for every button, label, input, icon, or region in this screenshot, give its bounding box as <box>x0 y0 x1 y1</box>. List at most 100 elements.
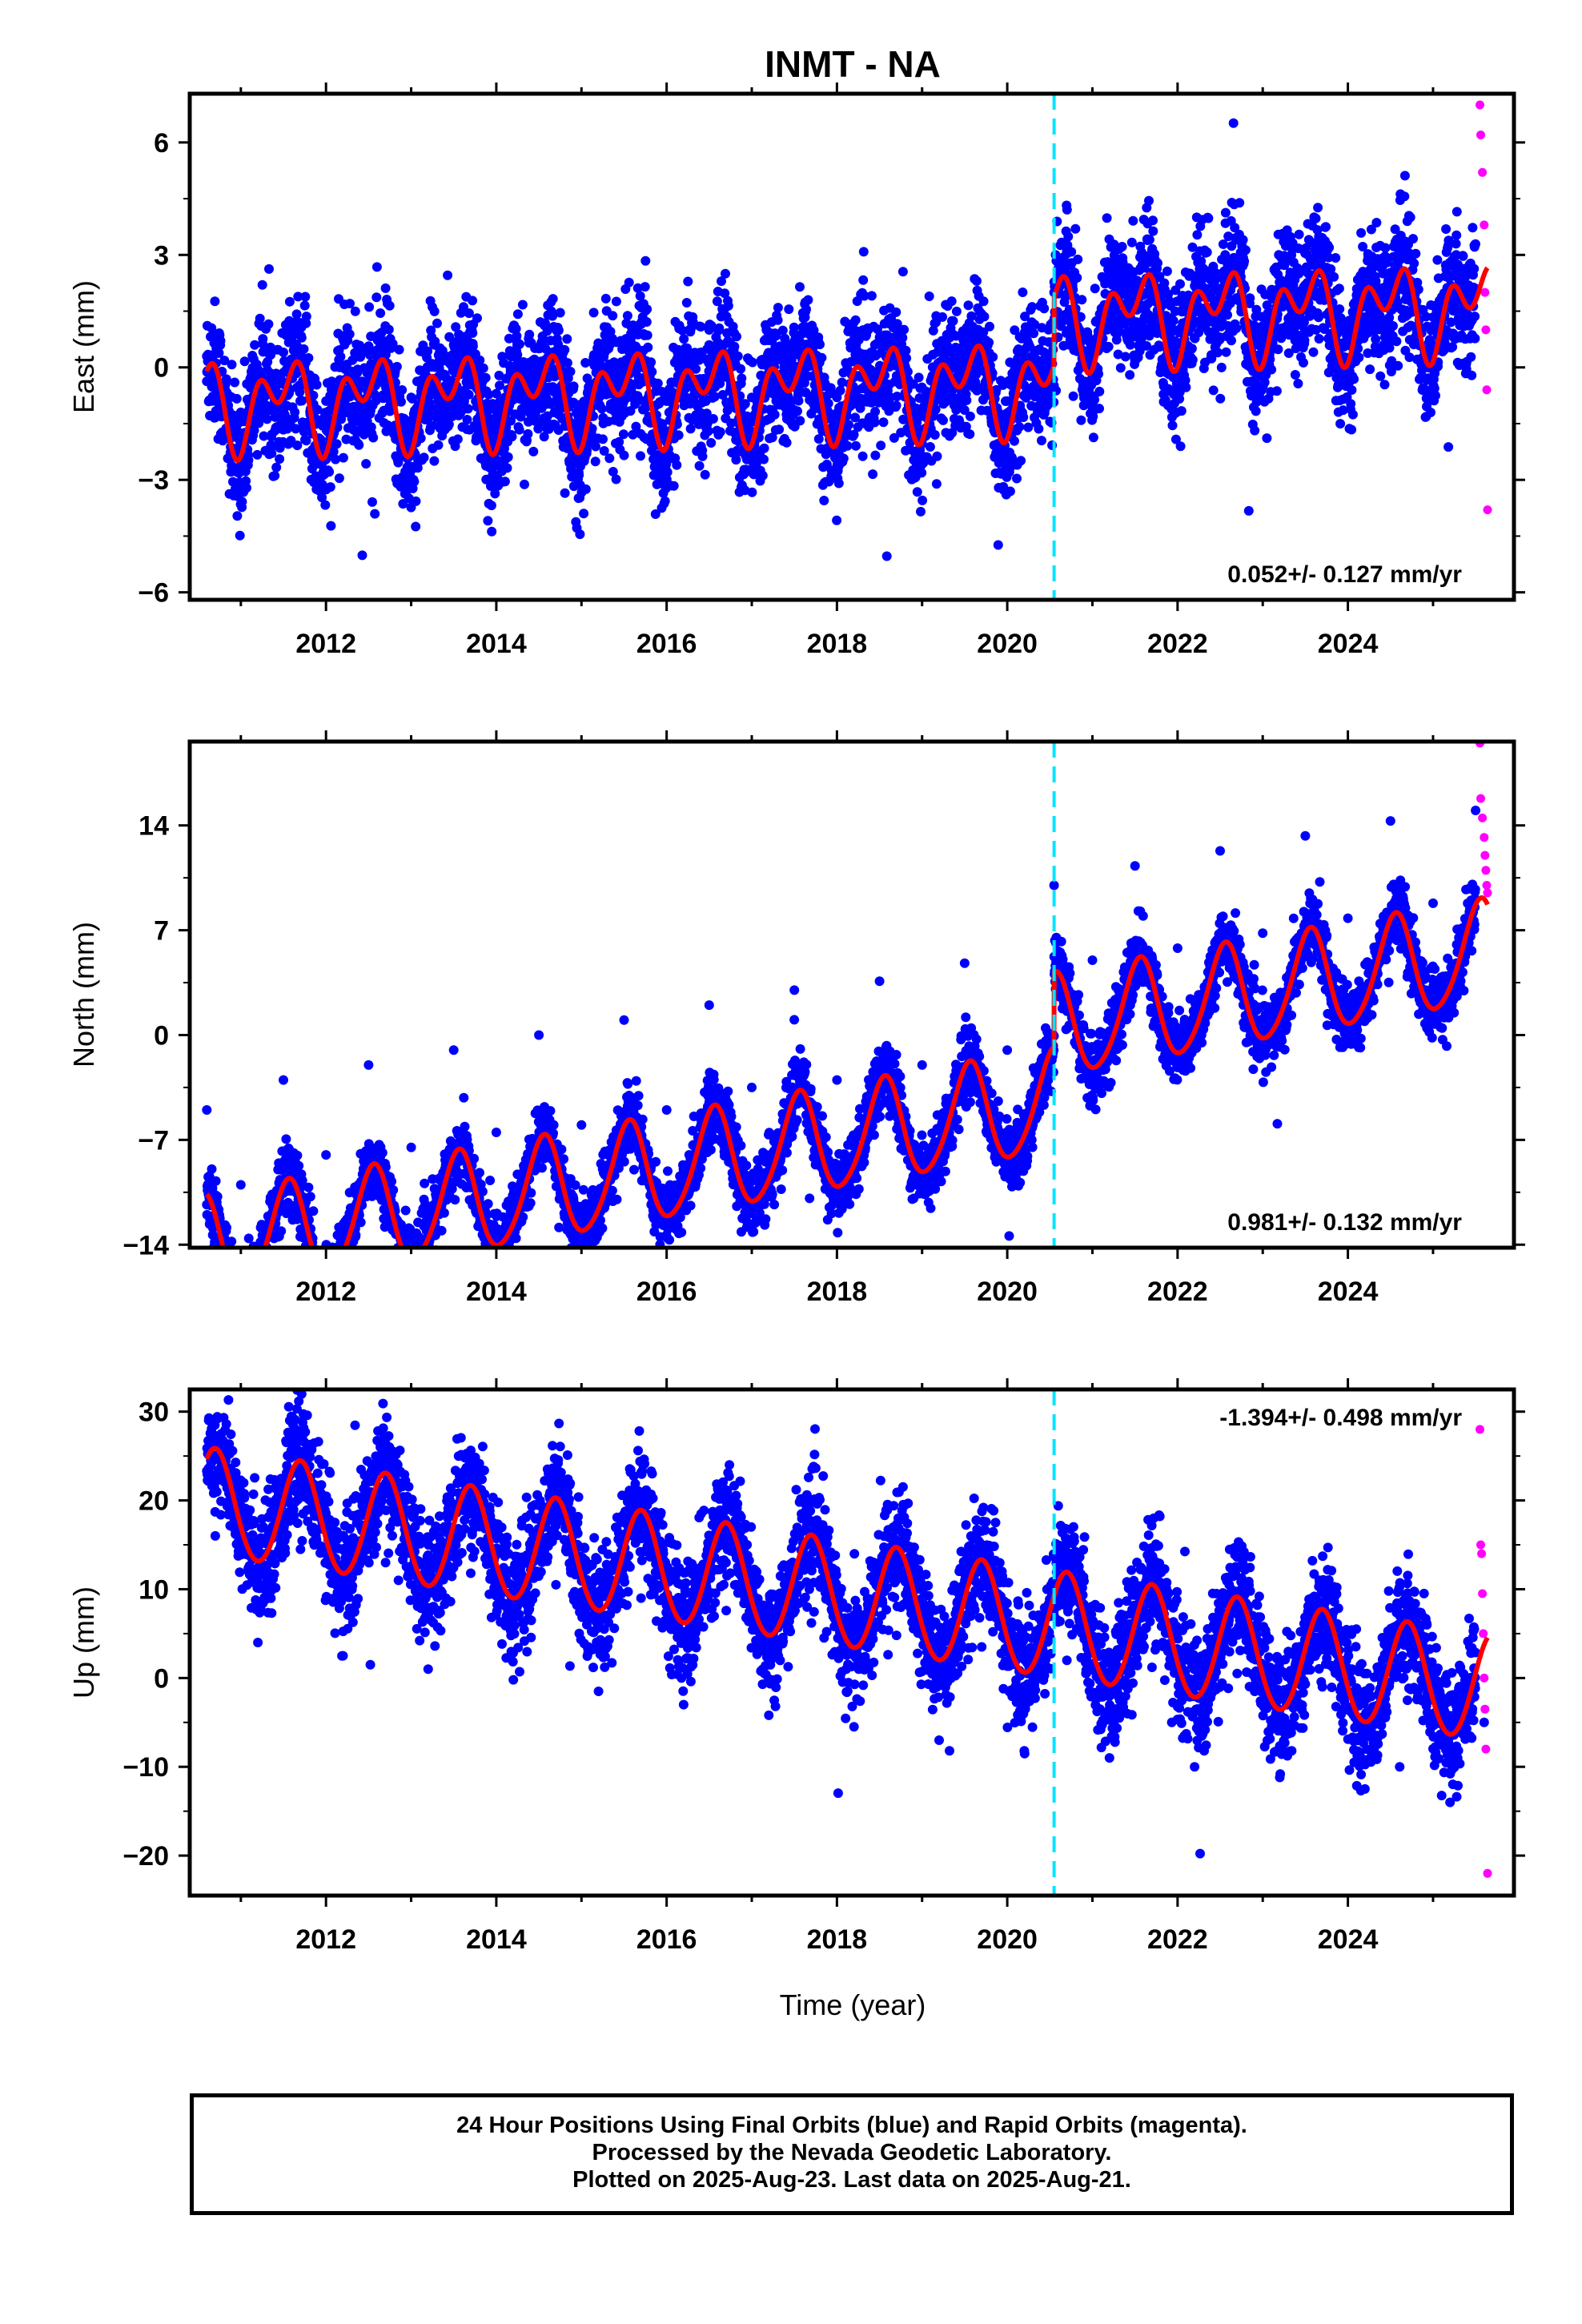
rapid-orbit-point-4 <box>1480 851 1489 860</box>
rapid-orbit-point-3 <box>1478 1590 1487 1598</box>
final-orbit-point-19 <box>1019 1746 1029 1755</box>
final-orbit-point-22 <box>1147 1663 1157 1672</box>
rapid-orbit-point-7 <box>1484 888 1492 897</box>
rapid-orbit-point-7 <box>1484 505 1492 514</box>
final-orbit-point-7 <box>492 389 501 399</box>
final-orbit-point-26 <box>1300 831 1310 841</box>
y-tick-label: 6 <box>154 128 169 159</box>
y-tick-label: 3 <box>154 240 169 271</box>
rapid-orbit-point-1 <box>1476 794 1485 803</box>
x-axis-label: Time (year) <box>780 1988 926 2021</box>
final-orbit-point-13 <box>764 1711 773 1720</box>
final-orbit-point-6 <box>449 340 459 350</box>
final-orbit-point-7 <box>508 1675 518 1685</box>
y-tick-label: 0 <box>154 1020 169 1051</box>
final-orbit-point-2 <box>279 348 288 357</box>
rapid-orbit-point-5 <box>1481 866 1490 875</box>
x-tick-label-2012: 2012 <box>295 629 356 659</box>
final-orbit-point-3 <box>321 396 331 406</box>
final-orbit-point-14 <box>807 1618 817 1628</box>
final-orbit-point-3 <box>339 1651 348 1661</box>
y-tick-label: 14 <box>139 811 169 842</box>
y-tick-label: −3 <box>138 465 169 496</box>
final-orbit-point-17 <box>917 1060 927 1070</box>
final-orbit-point-23 <box>1173 943 1182 953</box>
rapid-orbit-point-6 <box>1483 881 1492 890</box>
rate-annotation: 0.981+/- 0.132 mm/yr <box>1227 1209 1462 1236</box>
rapid-orbit-point-2 <box>1478 168 1487 177</box>
x-tick-label-2024: 2024 <box>1318 1924 1379 1955</box>
final-orbit-point-7 <box>492 1128 501 1137</box>
final-orbit-point-29 <box>1428 321 1438 331</box>
x-tick-label-2012: 2012 <box>295 1924 356 1955</box>
final-orbit-point-25 <box>1275 1773 1285 1783</box>
final-orbit-point-5 <box>407 392 416 402</box>
final-orbit-point-26 <box>1318 1682 1327 1691</box>
final-orbit-point-17 <box>934 1735 944 1745</box>
x-tick-label-2020: 2020 <box>977 1277 1038 1307</box>
x-tick-label-2014: 2014 <box>466 1924 527 1955</box>
final-orbit-point-20 <box>1062 1655 1072 1665</box>
final-orbit-point-13 <box>747 1083 757 1092</box>
final-orbit-point-25 <box>1258 928 1267 938</box>
x-tick-label-2016: 2016 <box>636 1277 697 1307</box>
final-orbit-point-4 <box>381 1558 391 1567</box>
final-orbit-point-28 <box>1386 816 1395 826</box>
final-orbit-point-11 <box>662 396 672 406</box>
panels: 2012 2014 2016 2018 2020 2022 2024−6−3036East … <box>67 82 1525 1955</box>
final-orbit-point-8 <box>534 344 544 353</box>
y-axis-label: East (mm) <box>67 280 100 413</box>
caption-line-2: Processed by the Nevada Geodetic Laborat… <box>194 2139 1510 2166</box>
final-orbit-point-22 <box>1130 861 1140 870</box>
final-orbit-point-1 <box>236 1180 246 1190</box>
y-tick-label: 20 <box>139 1486 169 1517</box>
final-orbit-point-14 <box>789 336 799 346</box>
final-orbit-point-15 <box>849 1722 859 1731</box>
caption-line-1: 24 Hour Positions Using Final Orbits (bl… <box>194 2112 1510 2139</box>
x-tick-label-2020: 2020 <box>977 1924 1038 1955</box>
final-orbit-points <box>202 1379 1480 1858</box>
final-orbit-point-11 <box>662 1105 672 1115</box>
final-orbit-point-10 <box>636 1594 646 1603</box>
final-orbit-point-27 <box>1360 1784 1370 1794</box>
final-orbit-point-27 <box>1343 914 1353 923</box>
rapid-orbit-point-1 <box>1476 131 1485 139</box>
rapid-orbit-point-5 <box>1480 1674 1488 1683</box>
final-orbit-point-0 <box>202 1105 211 1115</box>
rapid-orbit-point-2 <box>1478 814 1487 822</box>
x-tick-label-2018: 2018 <box>807 1924 868 1955</box>
y-axis-label: Up (mm) <box>67 1586 100 1699</box>
caption-box: 24 Hour Positions Using Final Orbits (bl… <box>190 2093 1514 2215</box>
final-orbit-point-19 <box>1002 396 1012 406</box>
final-orbit-point-10 <box>620 1015 629 1025</box>
caption-line-3: Plotted on 2025-Aug-23. Last data on 202… <box>194 2166 1510 2193</box>
rapid-orbit-point-7 <box>1481 1745 1490 1754</box>
final-orbit-point-29 <box>1445 1798 1455 1807</box>
rate-annotation: -1.394+/- 0.498 mm/yr <box>1219 1405 1462 1431</box>
y-tick-label: −20 <box>122 1841 169 1872</box>
rapid-orbit-point-5 <box>1481 325 1490 334</box>
final-orbit-point-5 <box>424 1664 433 1674</box>
final-orbit-point-23 <box>1190 1762 1199 1771</box>
x-tick-label-2022: 2022 <box>1147 629 1208 659</box>
x-tick-label-2020: 2020 <box>977 629 1038 659</box>
final-orbit-point-2 <box>295 1545 305 1554</box>
x-tick-label-2018: 2018 <box>807 1277 868 1307</box>
y-tick-label: −7 <box>138 1125 169 1156</box>
final-orbit-point-22 <box>1130 280 1140 290</box>
y-tick-label: 0 <box>154 353 169 384</box>
x-tick-label-2024: 2024 <box>1318 1277 1379 1307</box>
final-orbit-point-24 <box>1232 1669 1242 1679</box>
rapid-orbit-point-6 <box>1480 1705 1489 1714</box>
x-tick-label-2016: 2016 <box>636 629 697 659</box>
rapid-orbit-point-2 <box>1477 1550 1486 1558</box>
final-orbit-point-30 <box>1471 806 1480 815</box>
rapid-orbit-point-6 <box>1483 385 1492 394</box>
final-orbit-point-1 <box>236 408 246 417</box>
final-orbit-point-18 <box>977 1642 986 1652</box>
final-orbit-point-11 <box>679 1700 689 1710</box>
rapid-orbit-point-1 <box>1476 1541 1485 1550</box>
x-tick-label-2022: 2022 <box>1147 1924 1208 1955</box>
plot-area <box>202 101 1492 561</box>
